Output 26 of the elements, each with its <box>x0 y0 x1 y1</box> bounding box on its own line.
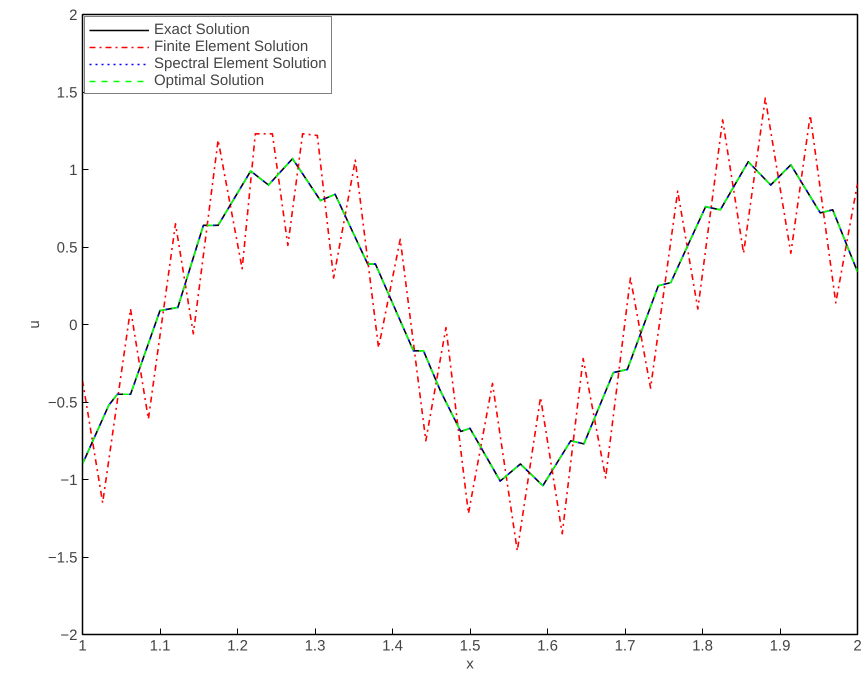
line-series <box>82 97 858 552</box>
x-tick-label: 2 <box>853 638 862 654</box>
y-axis-title: u <box>26 320 43 329</box>
x-tick-label: 1.9 <box>770 638 790 654</box>
x-tick-label: 1.4 <box>382 638 403 654</box>
y-tick-label: 1.5 <box>56 84 78 102</box>
y-tick-label: 0.5 <box>56 240 78 256</box>
y-tick-label: −2 <box>60 627 78 644</box>
x-tick-label: 1.1 <box>150 638 170 654</box>
legend-label: Exact Solution <box>154 21 250 38</box>
y-tick-label: −1 <box>60 472 78 489</box>
x-tick-label: 1.8 <box>692 638 713 654</box>
x-axis-title: x <box>466 656 474 672</box>
y-tick-label: −1.5 <box>48 550 78 566</box>
legend-label: Spectral Element Solution <box>154 55 327 72</box>
y-tick-label: 1 <box>69 162 78 179</box>
y-tick-label: −0.5 <box>48 394 78 412</box>
x-tick-label: 1.6 <box>537 638 558 654</box>
legend-label: Finite Element Solution <box>154 38 308 55</box>
y-tick-label: 2 <box>69 7 78 24</box>
x-tick-label: 1.5 <box>460 638 480 654</box>
y-tick-label: 0 <box>69 317 78 334</box>
x-tick-label: 1.7 <box>614 638 636 654</box>
x-tick-label: 1.3 <box>304 638 326 654</box>
x-tick-label: 1.2 <box>227 638 248 654</box>
legend-label: Optimal Solution <box>154 72 264 89</box>
